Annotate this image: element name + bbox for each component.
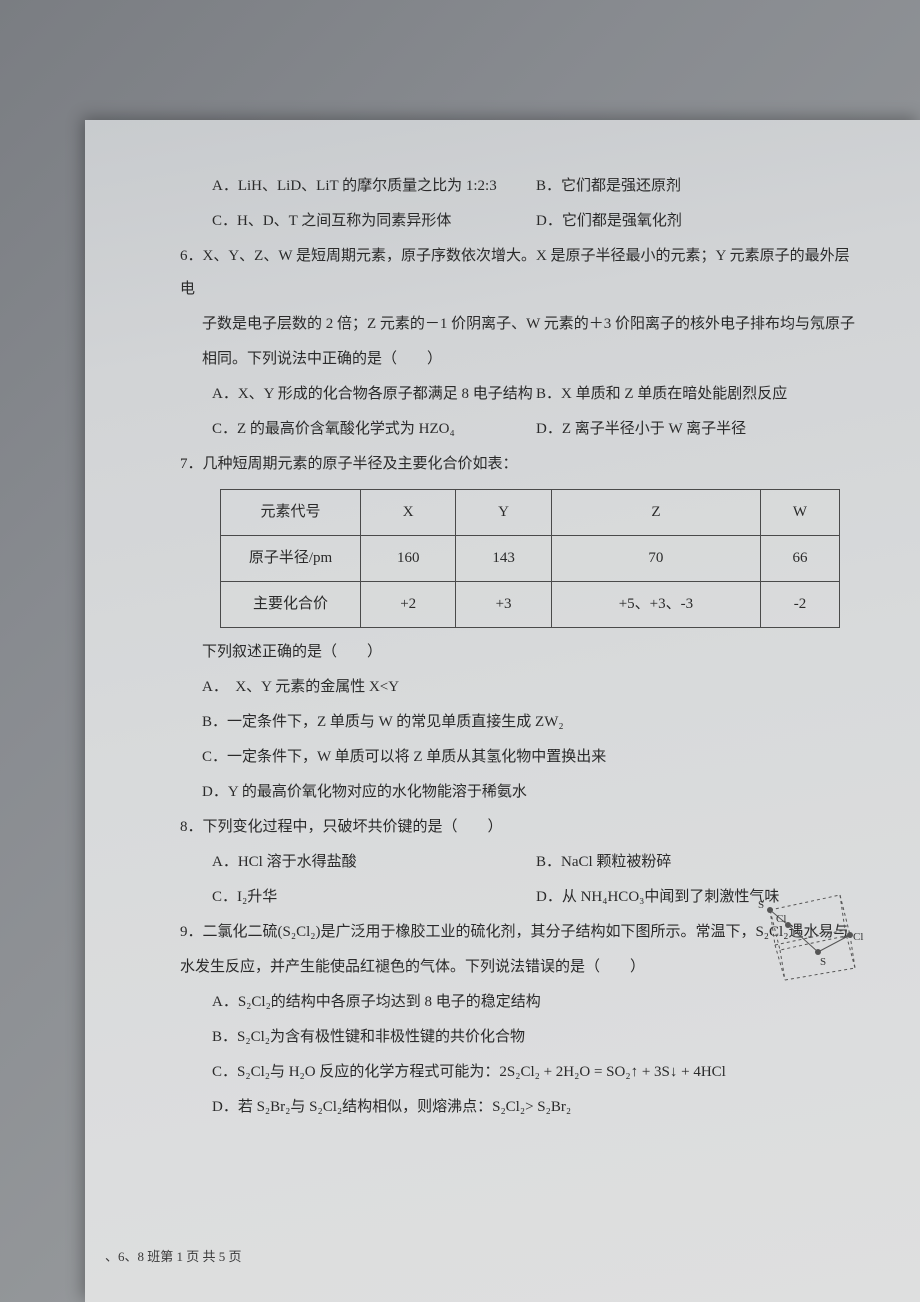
q7-prompt: 下列叙述正确的是（ ） [180, 636, 860, 669]
q5-option-d: D．它们都是强氧化剂 [536, 205, 860, 238]
molecule-diagram: Cl S S Cl [750, 880, 870, 990]
td-z: 70 [551, 536, 760, 582]
q7-option-a: A． X、Y 元素的金属性 X<Y [180, 671, 860, 704]
q9-option-a: A．S₂Cl₂的结构中各原子均达到 8 电子的稳定结构 [180, 986, 860, 1019]
th-label: 元素代号 [221, 490, 361, 536]
page-footer: 、6、8 班第 1 页 共 5 页 [105, 1243, 242, 1272]
td-y: 143 [456, 536, 551, 582]
th-z: Z [551, 490, 760, 536]
q7-option-b: B．一定条件下，Z 单质与 W 的常见单质直接生成 ZW₂ [180, 706, 860, 739]
q5-options-row1: A．LiH、LiD、LiT 的摩尔质量之比为 1:2:3 B．它们都是强还原剂 [180, 170, 860, 203]
atom-label-cl: Cl [776, 913, 786, 925]
q6-stem-line3: 相同。下列说法中正确的是（ ） [180, 343, 860, 376]
q7-stem: 7．几种短周期元素的原子半径及主要化合价如表： [180, 448, 860, 481]
q6-options-row1: A．X、Y 形成的化合物各原子都满足 8 电子结构 B．X 单质和 Z 单质在暗… [180, 378, 860, 411]
q8-options-row1: A．HCl 溶于水得盐酸 B．NaCl 颗粒被粉碎 [180, 846, 860, 879]
td-x: +2 [361, 582, 456, 628]
q8-stem: 8．下列变化过程中，只破坏共价键的是（ ） [180, 811, 860, 844]
exam-page: A．LiH、LiD、LiT 的摩尔质量之比为 1:2:3 B．它们都是强还原剂 … [85, 120, 920, 1302]
th-w: W [761, 490, 840, 536]
td-x: 160 [361, 536, 456, 582]
q8-option-c: C．I₂升华 [212, 881, 536, 914]
q5-option-a: A．LiH、LiD、LiT 的摩尔质量之比为 1:2:3 [212, 170, 536, 203]
q6-option-a: A．X、Y 形成的化合物各原子都满足 8 电子结构 [212, 378, 536, 411]
q9-option-b: B．S₂Cl₂为含有极性键和非极性键的共价化合物 [180, 1021, 860, 1054]
td-y: +3 [456, 582, 551, 628]
q6-options-row2: C．Z 的最高价含氧酸化学式为 HZO₄ D．Z 离子半径小于 W 离子半径 [180, 413, 860, 446]
q9-option-c: C．S₂Cl₂与 H₂O 反应的化学方程式可能为：2S₂Cl₂ + 2H₂O =… [180, 1056, 860, 1089]
th-y: Y [456, 490, 551, 536]
table-row-valence: 主要化合价 +2 +3 +5、+3、-3 -2 [221, 582, 840, 628]
td-label: 原子半径/pm [221, 536, 361, 582]
q9-option-d: D．若 S₂Br₂与 S₂Cl₂结构相似，则熔沸点：S₂Cl₂> S₂Br₂ [180, 1091, 860, 1124]
td-w: -2 [761, 582, 840, 628]
q8-option-b: B．NaCl 颗粒被粉碎 [536, 846, 860, 879]
q7-option-d: D．Y 的最高价氧化物对应的水化物能溶于稀氨水 [180, 776, 860, 809]
q6-stem-line1: 6．X、Y、Z、W 是短周期元素，原子序数依次增大。X 是原子半径最小的元素；Y… [180, 240, 860, 306]
q7-table: 元素代号 X Y Z W 原子半径/pm 160 143 70 66 主要化合价… [220, 489, 840, 628]
atom-label-s: S [758, 899, 764, 911]
q6-option-c: C．Z 的最高价含氧酸化学式为 HZO₄ [212, 413, 536, 446]
q7-option-c: C．一定条件下，W 单质可以将 Z 单质从其氢化物中置换出来 [180, 741, 860, 774]
q5-option-c: C．H、D、T 之间互称为同素异形体 [212, 205, 536, 238]
table-row-radius: 原子半径/pm 160 143 70 66 [221, 536, 840, 582]
q5-option-b: B．它们都是强还原剂 [536, 170, 860, 203]
atom-label-cl: Cl [853, 931, 863, 943]
th-x: X [361, 490, 456, 536]
td-w: 66 [761, 536, 840, 582]
q6-stem-line2: 子数是电子层数的 2 倍；Z 元素的－1 价阴离子、W 元素的＋3 价阳离子的核… [180, 308, 860, 341]
td-label: 主要化合价 [221, 582, 361, 628]
q6-option-b: B．X 单质和 Z 单质在暗处能剧烈反应 [536, 378, 860, 411]
atom-label-s: S [820, 956, 826, 968]
q6-option-d: D．Z 离子半径小于 W 离子半径 [536, 413, 860, 446]
table-row-header: 元素代号 X Y Z W [221, 490, 840, 536]
q5-options-row2: C．H、D、T 之间互称为同素异形体 D．它们都是强氧化剂 [180, 205, 860, 238]
q8-option-a: A．HCl 溶于水得盐酸 [212, 846, 536, 879]
td-z: +5、+3、-3 [551, 582, 760, 628]
